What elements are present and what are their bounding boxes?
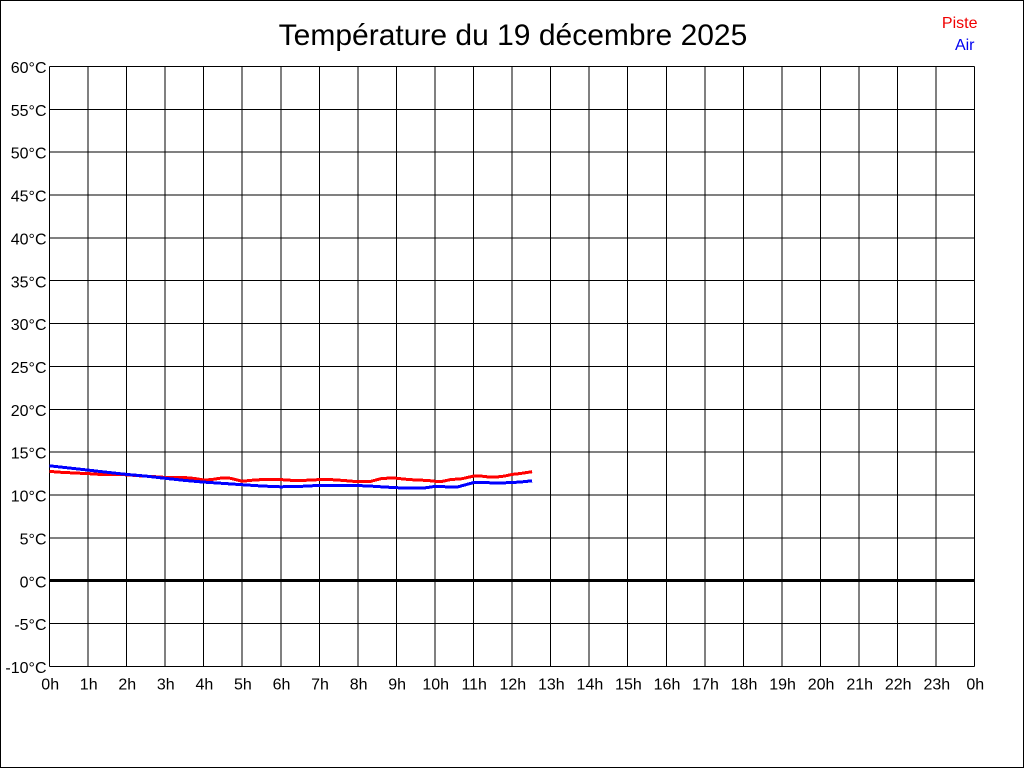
svg-text:23h: 23h xyxy=(923,677,950,694)
svg-text:5h: 5h xyxy=(234,677,252,694)
svg-text:22h: 22h xyxy=(885,677,912,694)
svg-text:20h: 20h xyxy=(808,677,835,694)
svg-text:55°C: 55°C xyxy=(11,103,47,120)
svg-text:13h: 13h xyxy=(538,677,565,694)
svg-text:-5°C: -5°C xyxy=(14,617,46,634)
svg-text:18h: 18h xyxy=(731,677,758,694)
svg-text:11h: 11h xyxy=(461,677,487,694)
svg-text:9h: 9h xyxy=(388,677,406,694)
svg-text:14h: 14h xyxy=(577,677,604,694)
svg-text:12h: 12h xyxy=(499,677,526,694)
svg-text:10h: 10h xyxy=(422,677,449,694)
svg-text:20°C: 20°C xyxy=(11,403,47,420)
svg-text:60°C: 60°C xyxy=(11,60,47,77)
svg-text:16h: 16h xyxy=(654,677,681,694)
svg-text:0h: 0h xyxy=(41,677,59,694)
svg-text:2h: 2h xyxy=(118,677,136,694)
svg-text:25°C: 25°C xyxy=(11,360,47,377)
svg-text:45°C: 45°C xyxy=(11,189,47,206)
svg-text:Piste: Piste xyxy=(942,15,978,32)
svg-text:21h: 21h xyxy=(846,677,873,694)
svg-text:Température du 19 décembre 202: Température du 19 décembre 2025 xyxy=(279,19,748,52)
svg-text:6h: 6h xyxy=(273,677,291,694)
svg-text:5°C: 5°C xyxy=(20,531,47,548)
svg-text:10°C: 10°C xyxy=(11,489,47,506)
svg-text:1h: 1h xyxy=(80,677,98,694)
svg-text:30°C: 30°C xyxy=(11,317,47,334)
svg-text:3h: 3h xyxy=(157,677,175,694)
svg-text:35°C: 35°C xyxy=(11,274,47,291)
svg-text:17h: 17h xyxy=(692,677,719,694)
svg-text:7h: 7h xyxy=(311,677,329,694)
svg-text:15h: 15h xyxy=(615,677,642,694)
svg-text:15°C: 15°C xyxy=(11,446,47,463)
svg-text:4h: 4h xyxy=(196,677,214,694)
svg-text:0°C: 0°C xyxy=(20,574,47,591)
svg-text:50°C: 50°C xyxy=(11,146,47,163)
svg-text:Air: Air xyxy=(955,37,975,54)
svg-text:19h: 19h xyxy=(769,677,796,694)
svg-text:40°C: 40°C xyxy=(11,231,47,248)
svg-text:8h: 8h xyxy=(350,677,368,694)
svg-text:0h: 0h xyxy=(966,677,984,694)
svg-text:-10°C: -10°C xyxy=(5,660,46,677)
